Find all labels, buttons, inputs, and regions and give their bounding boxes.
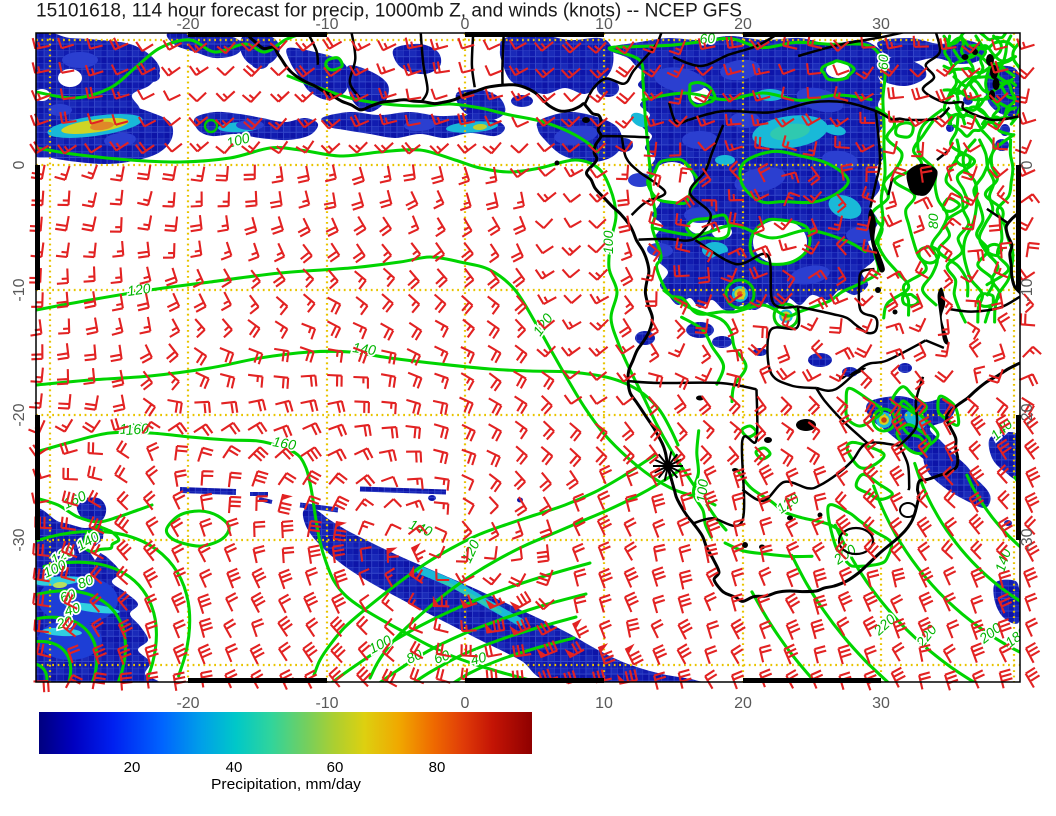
svg-text:10: 10 <box>595 16 613 33</box>
svg-text:20: 20 <box>124 759 141 776</box>
svg-text:-10: -10 <box>315 16 338 33</box>
svg-text:20: 20 <box>734 695 752 712</box>
svg-text:160: 160 <box>271 433 297 453</box>
svg-text:10: 10 <box>595 695 613 712</box>
svg-text:-10: -10 <box>1019 278 1036 301</box>
svg-text:60: 60 <box>699 30 716 47</box>
svg-text:15101618, 114 hour forecast fo: 15101618, 114 hour forecast for precip, … <box>36 1 742 22</box>
svg-text:-20: -20 <box>176 695 199 712</box>
svg-text:20: 20 <box>734 16 752 33</box>
svg-text:-20: -20 <box>11 403 28 426</box>
svg-text:0: 0 <box>461 695 470 712</box>
svg-text:40: 40 <box>226 759 243 776</box>
svg-text:60: 60 <box>327 759 344 776</box>
svg-text:Precipitation, mm/day: Precipitation, mm/day <box>211 776 362 793</box>
svg-text:80: 80 <box>429 759 446 776</box>
svg-text:40: 40 <box>469 649 488 668</box>
svg-text:100: 100 <box>600 230 616 254</box>
svg-text:30: 30 <box>872 695 890 712</box>
svg-text:30: 30 <box>872 16 890 33</box>
svg-text:-10: -10 <box>11 278 28 301</box>
svg-text:-20: -20 <box>1019 403 1036 426</box>
svg-text:-30: -30 <box>1019 528 1036 551</box>
svg-text:0: 0 <box>461 16 470 33</box>
svg-text:60: 60 <box>875 54 891 70</box>
svg-text:-20: -20 <box>176 16 199 33</box>
svg-text:140: 140 <box>352 339 378 358</box>
svg-text:0: 0 <box>1019 160 1036 169</box>
svg-text:160: 160 <box>119 419 144 437</box>
svg-text:80: 80 <box>925 213 941 229</box>
svg-text:-10: -10 <box>315 695 338 712</box>
svg-text:-30: -30 <box>11 528 28 551</box>
svg-text:0: 0 <box>11 160 28 169</box>
